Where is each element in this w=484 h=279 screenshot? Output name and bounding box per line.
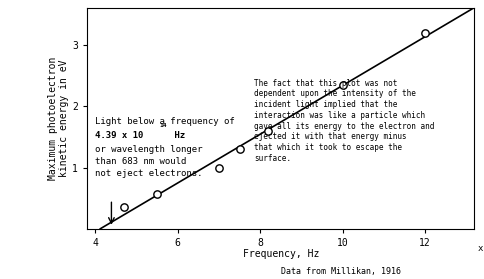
Text: Light below a frequency of: Light below a frequency of <box>95 117 235 126</box>
Text: dependent upon the intensity of the: dependent upon the intensity of the <box>254 90 416 98</box>
Point <box>215 165 223 170</box>
Text: Hz: Hz <box>169 131 185 140</box>
Text: than 683 nm would: than 683 nm would <box>95 157 187 166</box>
Y-axis label: Maximum photoelectron
kinetic energy in eV: Maximum photoelectron kinetic energy in … <box>48 57 69 180</box>
Text: The fact that this plot was not: The fact that this plot was not <box>254 79 397 88</box>
Point <box>121 205 128 210</box>
Text: Data from Millikan, 1916: Data from Millikan, 1916 <box>281 267 401 276</box>
Point <box>153 192 161 196</box>
Point <box>236 147 243 151</box>
Text: incident light implied that the: incident light implied that the <box>254 100 397 109</box>
Text: 4.39 x 10: 4.39 x 10 <box>95 131 144 140</box>
Text: 14: 14 <box>159 124 166 128</box>
Text: or wavelength longer: or wavelength longer <box>95 145 203 154</box>
Text: x 10: x 10 <box>478 244 484 253</box>
Text: interaction was like a particle which: interaction was like a particle which <box>254 111 425 120</box>
Point <box>339 83 347 87</box>
Text: surface.: surface. <box>254 154 291 163</box>
Point <box>264 129 272 133</box>
Text: ejected it with that energy minus: ejected it with that energy minus <box>254 132 407 141</box>
Point <box>421 31 429 35</box>
Text: that which it took to escape the: that which it took to escape the <box>254 143 402 152</box>
Text: not eject electrons.: not eject electrons. <box>95 169 203 178</box>
Text: gave all its energy to the electron and: gave all its energy to the electron and <box>254 122 434 131</box>
X-axis label: Frequency, Hz: Frequency, Hz <box>242 249 319 259</box>
